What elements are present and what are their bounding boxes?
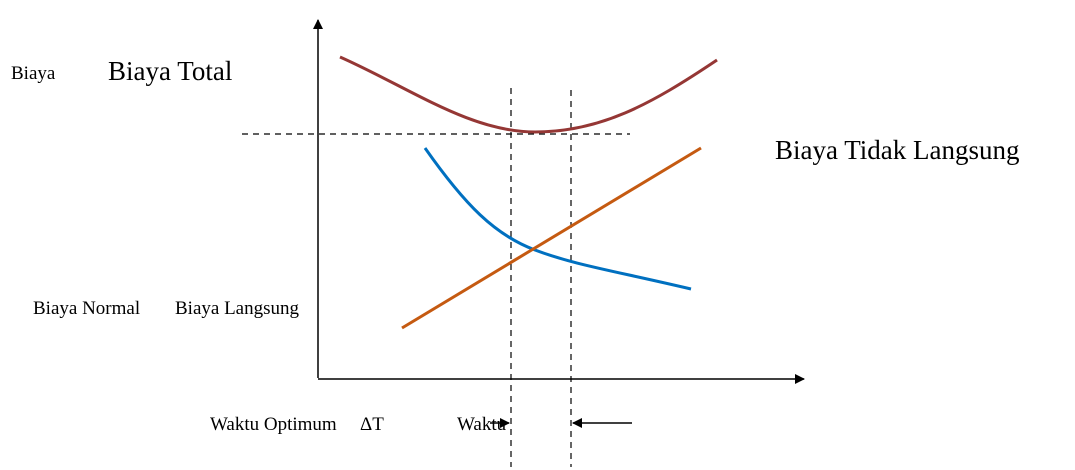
indirect-cost-curve bbox=[423, 147, 692, 291]
direct-cost-label: Biaya Langsung bbox=[175, 298, 300, 319]
total-cost-label: Biaya Total bbox=[108, 56, 233, 86]
total-cost-curve bbox=[339, 55, 718, 134]
time-axis-label: Waktu bbox=[457, 414, 507, 435]
delta-t-label: ΔT bbox=[360, 414, 384, 435]
optimum-time-label: Waktu Optimum bbox=[210, 414, 337, 435]
indirect-cost-label: Biaya Tidak Langsung bbox=[775, 135, 1020, 165]
y-axis-label: Biaya bbox=[11, 63, 56, 84]
normal-cost-label: Biaya Normal bbox=[33, 298, 141, 319]
direct-cost-line bbox=[401, 146, 702, 330]
